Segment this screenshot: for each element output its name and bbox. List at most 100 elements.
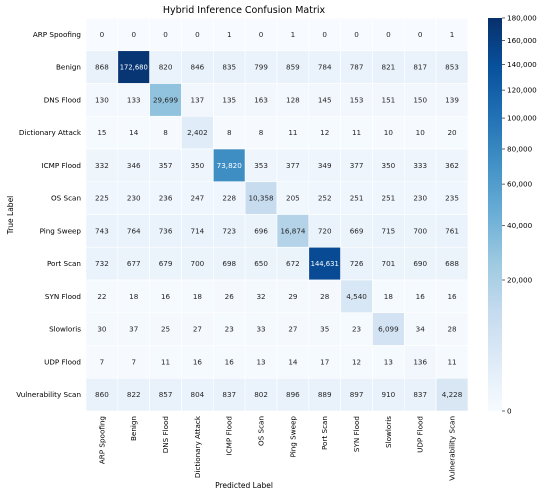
cell-value-label: 16,874 [280, 226, 306, 235]
cell-value-label: 784 [318, 63, 332, 72]
cell-value-label: 1 [291, 30, 296, 39]
heatmap-cell [149, 312, 182, 346]
cell-value-label: 11 [161, 357, 170, 366]
colorbar-tick-label: 60,000 [507, 180, 533, 189]
cell-value-label: 28 [320, 292, 330, 301]
cell-value-label: 235 [445, 194, 459, 203]
cell-value-label: 0 [259, 30, 264, 39]
cell-value-label: 743 [95, 226, 109, 235]
cell-value-label: 889 [318, 390, 332, 399]
x-tick-label: ARP Spoofing [97, 416, 106, 464]
cell-value-label: 16 [193, 357, 203, 366]
heatmap-cell [340, 148, 373, 183]
heatmap-cell [276, 115, 310, 150]
cell-value-label: 835 [222, 63, 236, 72]
cell-value-label: 857 [159, 390, 173, 399]
cell-value-label: 700 [413, 226, 427, 235]
cell-value-label: 350 [191, 161, 205, 170]
cell-value-label: 910 [382, 390, 396, 399]
heatmap-cell [340, 83, 373, 117]
cell-value-label: 0 [322, 30, 327, 39]
cell-value-label: 18 [384, 292, 394, 301]
cell-value-label: 349 [318, 161, 332, 170]
heatmap-cell [403, 17, 437, 52]
heatmap-cell [308, 181, 341, 215]
colorbar-tick-label: 80,000 [507, 145, 533, 154]
y-tick-label: Dictionary Attack [19, 128, 82, 137]
heatmap-cell [276, 214, 310, 248]
cell-value-label: 817 [413, 63, 427, 72]
heatmap-cell [213, 83, 246, 117]
heatmap-cell [372, 214, 405, 248]
cell-value-label: 332 [95, 161, 109, 170]
heatmap-cell [85, 345, 119, 379]
cell-value-label: 150 [413, 95, 427, 104]
heatmap-cell [435, 17, 469, 52]
heatmap-cell [276, 377, 310, 412]
heatmap-cell [276, 148, 310, 183]
cell-value-label: 1 [450, 30, 455, 39]
cell-value-label: 228 [222, 194, 236, 203]
heatmap-cell [308, 312, 341, 346]
x-tick-label: Vulnerability Scan [448, 416, 457, 481]
cell-value-label: 33 [256, 325, 265, 334]
heatmap-cell [213, 181, 246, 215]
heatmap-cell [403, 115, 437, 150]
colorbar-tick-label: 20,000 [507, 276, 533, 285]
cell-value-label: 16 [416, 292, 426, 301]
cell-value-label: 133 [127, 95, 141, 104]
cell-value-label: 736 [159, 226, 173, 235]
cell-value-label: 846 [191, 63, 205, 72]
cell-value-label: 11 [352, 128, 361, 137]
heatmap-cell [308, 279, 341, 314]
heatmap-cell [85, 181, 119, 215]
heatmap-cell [308, 214, 341, 248]
cell-value-label: 25 [161, 325, 170, 334]
cell-value-label: 4,228 [442, 390, 463, 399]
x-tick-label: Dictionary Attack [193, 415, 202, 478]
cell-value-label: 23 [225, 325, 234, 334]
heatmap-cell [276, 50, 310, 84]
y-tick-label: ARP Spoofing [33, 30, 81, 39]
x-tick-label: OS Scan [257, 416, 266, 446]
heatmap-cell [117, 83, 150, 117]
heatmap-cell [435, 50, 469, 84]
cell-value-label: 761 [445, 226, 459, 235]
cell-value-label: 357 [159, 161, 173, 170]
cell-value-label: 859 [286, 63, 300, 72]
x-tick-label: UDP Flood [416, 416, 425, 453]
heatmap-cell [117, 312, 150, 346]
heatmap-cell [244, 377, 278, 412]
cell-value-label: 32 [256, 292, 265, 301]
cell-value-label: 0 [386, 30, 391, 39]
cell-value-label: 726 [350, 259, 364, 268]
heatmap-cell [340, 377, 373, 412]
cell-value-label: 225 [95, 194, 109, 203]
y-axis-label: True Label [6, 196, 15, 236]
cell-value-label: 16 [161, 292, 171, 301]
colorbar-tick-label: 140,000 [507, 60, 537, 69]
cell-value-label: 690 [413, 259, 427, 268]
y-tick-label: DNS Flood [44, 95, 81, 104]
heatmap-cell [308, 83, 341, 117]
cell-value-label: 137 [191, 95, 205, 104]
cell-value-label: 29,699 [153, 95, 179, 104]
heatmap-cell [435, 345, 469, 379]
heatmap-cell [181, 214, 214, 248]
heatmap-cell [213, 50, 246, 84]
colorbar [488, 18, 502, 411]
cell-value-label: 353 [254, 161, 268, 170]
x-tick-label: ICMP Flood [225, 416, 234, 455]
cell-value-label: 205 [286, 194, 300, 203]
heatmap-cell [213, 214, 246, 248]
cell-value-label: 139 [445, 95, 459, 104]
colorbar-tick-label: 100,000 [507, 114, 537, 123]
cell-value-label: 13 [256, 357, 265, 366]
cell-value-label: 362 [445, 161, 459, 170]
heatmap-cell [372, 17, 405, 52]
cell-value-label: 720 [318, 226, 332, 235]
heatmap-cell [276, 279, 310, 314]
heatmap-cell [181, 377, 214, 412]
cell-value-label: 27 [193, 325, 202, 334]
